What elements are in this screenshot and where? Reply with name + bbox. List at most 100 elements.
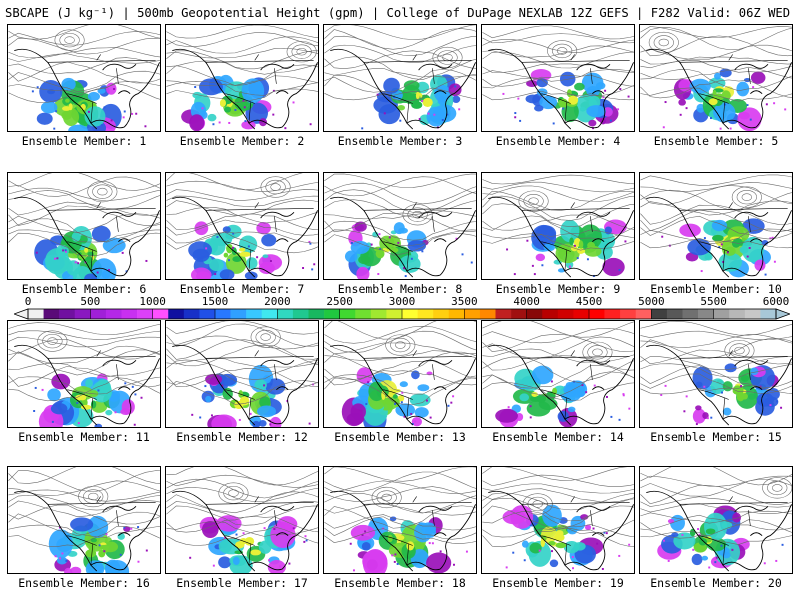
colorbar-tick-label: 1000 (139, 295, 166, 308)
colorbar-swatch (495, 309, 512, 319)
ensemble-member-map (7, 466, 161, 574)
colorbar-swatch (90, 309, 107, 319)
colorbar-swatch (355, 309, 372, 319)
colorbar-arrow-left (14, 308, 29, 320)
ensemble-member-map (165, 466, 319, 574)
cape-height-map (324, 321, 476, 427)
colorbar-swatch (402, 309, 418, 319)
colorbar-swatch (324, 309, 340, 319)
colorbar-swatch (417, 309, 434, 319)
ensemble-member-map (323, 466, 477, 574)
cape-height-map (482, 25, 634, 130)
cape-height-map (8, 322, 160, 427)
ensemble-member-label: Ensemble Member: 2 (179, 134, 305, 148)
colorbar-swatch (230, 309, 247, 319)
chart-header: SBCAPE (J kg⁻¹) | 500mb Geopotential Hei… (5, 6, 795, 20)
cape-height-map (640, 467, 792, 572)
ensemble-member-map (323, 172, 477, 280)
ensemble-member-label: Ensemble Member: 9 (495, 282, 621, 296)
colorbar-swatch (448, 309, 465, 319)
colorbar-swatch (557, 309, 574, 319)
colorbar-swatch (464, 309, 481, 319)
colorbar-swatch (620, 309, 637, 319)
ensemble-member-label: Ensemble Member: 5 (653, 134, 779, 148)
colorbar-swatch (261, 309, 278, 319)
ensemble-member-label: Ensemble Member: 19 (492, 576, 624, 590)
ensemble-member-label: Ensemble Member: 7 (179, 282, 305, 296)
colorbar-swatch (511, 309, 527, 319)
colorbar-swatch (339, 309, 356, 319)
colorbar-swatch (698, 309, 714, 319)
colorbar-swatch (137, 309, 153, 319)
colorbar-swatch (573, 309, 590, 319)
colorbar-swatch (168, 309, 185, 319)
colorbar-swatch (43, 309, 60, 319)
ensemble-member-label: Ensemble Member: 1 (21, 134, 147, 148)
ensemble-member-label: Ensemble Member: 18 (334, 576, 466, 590)
colorbar-tick-label: 3000 (388, 295, 416, 308)
ensemble-member-map (7, 24, 161, 132)
colorbar-swatch (183, 309, 200, 319)
colorbar-swatch (744, 309, 761, 319)
colorbar-tick-label: 1500 (201, 295, 229, 308)
colorbar-swatch (651, 309, 668, 319)
ensemble-member-label: Ensemble Member: 13 (334, 430, 466, 444)
cape-height-map (324, 467, 476, 573)
cape-height-map (324, 25, 476, 130)
ensemble-member-map (7, 172, 161, 280)
ensemble-member-map (481, 320, 635, 428)
ensemble-member-map (165, 24, 319, 132)
colorbar-tick-label: 6000 (762, 295, 790, 308)
colorbar-tick-label: 4500 (575, 295, 603, 308)
cape-height-map (166, 467, 318, 573)
colorbar-swatch (526, 309, 543, 319)
ensemble-member-map (639, 172, 793, 280)
cape-height-map (640, 26, 792, 131)
ensemble-member-map (639, 24, 793, 132)
colorbar-swatch (542, 309, 559, 319)
colorbar-swatch (666, 309, 683, 319)
cape-height-map (640, 321, 792, 426)
colorbar-tick-label: 2500 (326, 295, 353, 308)
ensemble-member-label: Ensemble Member: 6 (21, 282, 147, 296)
colorbar-swatch (105, 309, 122, 319)
ensemble-member-label: Ensemble Member: 3 (337, 134, 463, 148)
colorbar: 0 500 1000 1500 2000 2500 3000 3500 4000 4500 5000… (14, 296, 790, 320)
colorbar-swatch (760, 309, 777, 319)
colorbar-swatch (433, 309, 450, 319)
ensemble-member-label: Ensemble Member: 8 (337, 282, 463, 296)
cape-height-map (8, 467, 160, 573)
cape-height-map (324, 173, 476, 279)
cape-height-map (482, 174, 634, 278)
colorbar-tick-label: 0 (24, 295, 32, 308)
colorbar-swatch (635, 309, 652, 319)
colorbar-swatch (682, 309, 699, 319)
colorbar-swatch (292, 309, 309, 319)
ensemble-member-map (481, 466, 635, 574)
colorbar-swatch (713, 309, 730, 319)
ensemble-member-label: Ensemble Member: 20 (650, 576, 782, 590)
ensemble-member-map (7, 320, 161, 428)
colorbar-swatch (246, 309, 263, 319)
colorbar-tick-label: 3500 (451, 295, 478, 308)
colorbar-swatch (28, 309, 44, 319)
cape-height-map (166, 25, 318, 131)
ensemble-member-map (165, 320, 319, 428)
colorbar-swatch (152, 309, 169, 319)
colorbar-tick-label: 5000 (638, 295, 665, 308)
cape-height-map (640, 174, 792, 278)
colorbar-swatch (74, 309, 91, 319)
ensemble-member-label: Ensemble Member: 15 (650, 430, 782, 444)
colorbar-tick-label: 5500 (700, 295, 727, 308)
ensemble-member-label: Ensemble Member: 4 (495, 134, 621, 148)
ensemble-member-map (481, 24, 635, 132)
ensemble-member-map (639, 320, 793, 428)
colorbar-strip (14, 308, 790, 320)
colorbar-tick-label: 2000 (264, 295, 291, 308)
ensemble-member-map (323, 320, 477, 428)
ensemble-member-map (481, 172, 635, 280)
cape-height-map (166, 173, 318, 279)
colorbar-swatch (121, 309, 138, 319)
cape-height-map (8, 25, 160, 131)
